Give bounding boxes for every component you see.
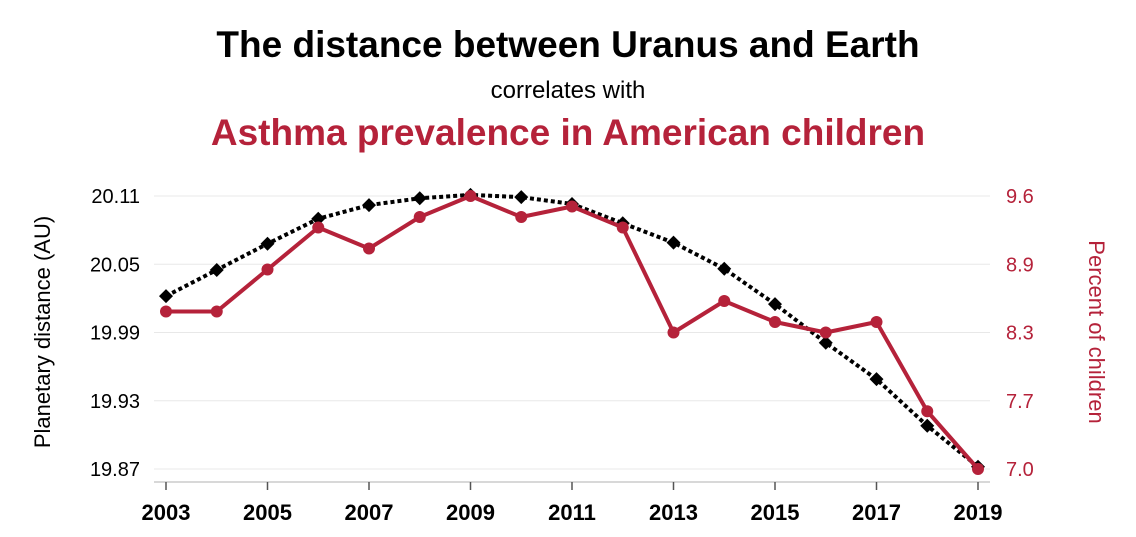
data-point-distance xyxy=(869,372,884,387)
x-tick-label: 2013 xyxy=(649,500,698,525)
x-tick-label: 2009 xyxy=(446,500,495,525)
page-title: The distance between Uranus and Earth xyxy=(216,24,920,65)
data-point-asthma xyxy=(870,316,883,328)
y-tick-label: 19.99 xyxy=(90,323,140,345)
data-point-distance xyxy=(717,261,732,276)
data-point-asthma xyxy=(972,463,984,475)
x-tick-label: 2017 xyxy=(852,500,901,525)
x-tick-label: 2007 xyxy=(345,500,394,525)
axis-labels: 20.11 9.6 20.05 8.9 19.99 8.3 19.93 7.7 19.87 7.0… xyxy=(30,186,1109,525)
series-line-distance xyxy=(165,192,980,469)
x-tick-label: 2003 xyxy=(142,500,191,525)
data-point-asthma xyxy=(921,405,934,418)
data-point-asthma xyxy=(718,295,731,307)
y-axis-label: Planetary distance (AU) xyxy=(30,216,55,448)
data-point-distance xyxy=(412,191,427,206)
page-subtitle: correlates with xyxy=(490,77,646,104)
data-point-distance xyxy=(818,335,833,350)
y-right-tick-label: 9.6 xyxy=(1006,186,1034,208)
data-point-distance xyxy=(514,190,529,205)
data-point-asthma xyxy=(210,305,223,318)
y-axis-label-right: Percent of children xyxy=(1084,240,1109,423)
y-tick-label: 19.87 xyxy=(90,459,140,481)
data-point-asthma xyxy=(363,242,375,255)
data-point-distance xyxy=(362,198,376,213)
y-tick-label: 20.11 xyxy=(91,186,140,208)
y-tick-label: 19.93 xyxy=(90,391,140,413)
data-point-distance xyxy=(209,262,224,277)
data-point-distance xyxy=(311,211,326,226)
y-right-tick-label: 7.0 xyxy=(1006,459,1034,481)
data-point-distance xyxy=(768,297,782,312)
data-point-asthma xyxy=(312,221,325,234)
data-point-asthma xyxy=(667,326,680,339)
data-point-asthma xyxy=(616,221,629,234)
series-asthma-prevalence xyxy=(160,190,984,475)
data-point-distance xyxy=(159,289,173,304)
x-tick-label: 2019 xyxy=(954,500,1003,525)
data-point-asthma xyxy=(261,263,274,276)
axes xyxy=(154,481,990,490)
data-point-asthma xyxy=(160,305,172,318)
x-tick-label: 2005 xyxy=(243,500,292,525)
data-point-asthma xyxy=(464,190,477,202)
x-tick-label: 2015 xyxy=(751,500,800,525)
page-title-secondary: Asthma prevalence in American children xyxy=(210,112,926,153)
y-right-tick-label: 8.3 xyxy=(1006,323,1034,345)
grid-lines xyxy=(154,195,990,470)
y-right-tick-label: 8.9 xyxy=(1006,254,1034,276)
data-point-distance xyxy=(666,235,681,250)
data-point-asthma xyxy=(515,211,528,223)
data-point-asthma xyxy=(566,200,578,213)
y-right-tick-label: 7.7 xyxy=(1006,391,1034,413)
y-tick-label: 20.05 xyxy=(90,254,140,276)
x-tick-label: 2011 xyxy=(548,500,596,525)
data-point-asthma xyxy=(769,316,781,328)
data-point-distance xyxy=(920,418,935,433)
data-point-asthma xyxy=(413,211,426,223)
data-point-asthma xyxy=(819,326,832,339)
data-point-distance xyxy=(260,236,275,251)
series-planetary-distance xyxy=(159,187,985,474)
